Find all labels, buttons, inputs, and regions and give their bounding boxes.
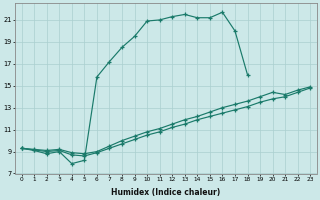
X-axis label: Humidex (Indice chaleur): Humidex (Indice chaleur) <box>111 188 220 197</box>
